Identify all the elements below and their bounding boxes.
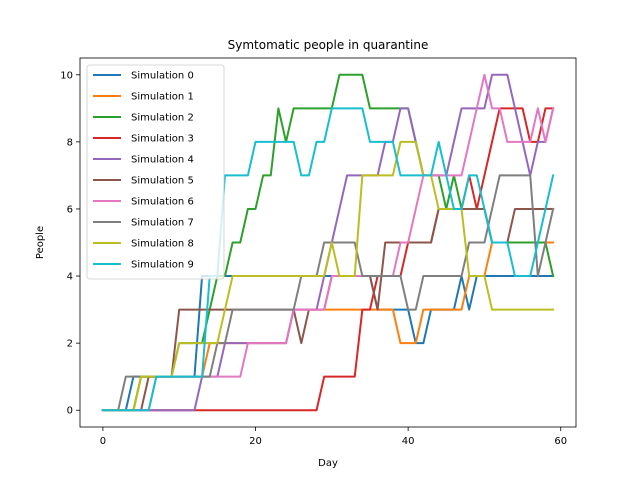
- legend-box: [86, 64, 225, 280]
- y-tick-label: 6: [67, 204, 73, 215]
- y-tick-label: 8: [67, 137, 73, 148]
- x-axis: 0 20 40 60: [100, 427, 567, 447]
- x-tick-label: 0: [100, 436, 106, 447]
- legend-label-simulation-6: Simulation 6: [131, 197, 194, 208]
- legend-label-simulation-0: Simulation 0: [131, 71, 194, 82]
- x-axis-label: Day: [318, 458, 338, 469]
- legend-label-simulation-7: Simulation 7: [131, 218, 194, 229]
- legend: Simulation 0 Simulation 1 Simulation 2 Simu…: [86, 64, 225, 280]
- series-line-simulation-9: [101, 107, 555, 412]
- legend-label-simulation-9: Simulation 9: [131, 260, 194, 271]
- x-tick-label: 40: [402, 436, 415, 447]
- y-tick-label: 0: [67, 406, 73, 417]
- legend-label-simulation-1: Simulation 1: [131, 92, 194, 103]
- legend-label-simulation-2: Simulation 2: [131, 113, 194, 124]
- x-tick-label: 60: [554, 436, 567, 447]
- chart-title: Symtomatic people in quarantine: [228, 38, 429, 52]
- y-axis: 0 2 4 6 8 10: [60, 70, 80, 417]
- legend-label-simulation-4: Simulation 4: [131, 155, 194, 166]
- y-tick-label: 10: [60, 70, 73, 81]
- legend-label-simulation-8: Simulation 8: [131, 239, 194, 250]
- series-layer: [101, 73, 555, 412]
- x-tick-label: 20: [249, 436, 262, 447]
- y-tick-label: 2: [67, 339, 73, 350]
- y-axis-label: People: [35, 226, 46, 259]
- y-tick-label: 4: [67, 272, 73, 283]
- legend-label-simulation-5: Simulation 5: [131, 176, 194, 187]
- legend-label-simulation-3: Simulation 3: [131, 134, 194, 145]
- series-line-simulation-8: [101, 140, 555, 412]
